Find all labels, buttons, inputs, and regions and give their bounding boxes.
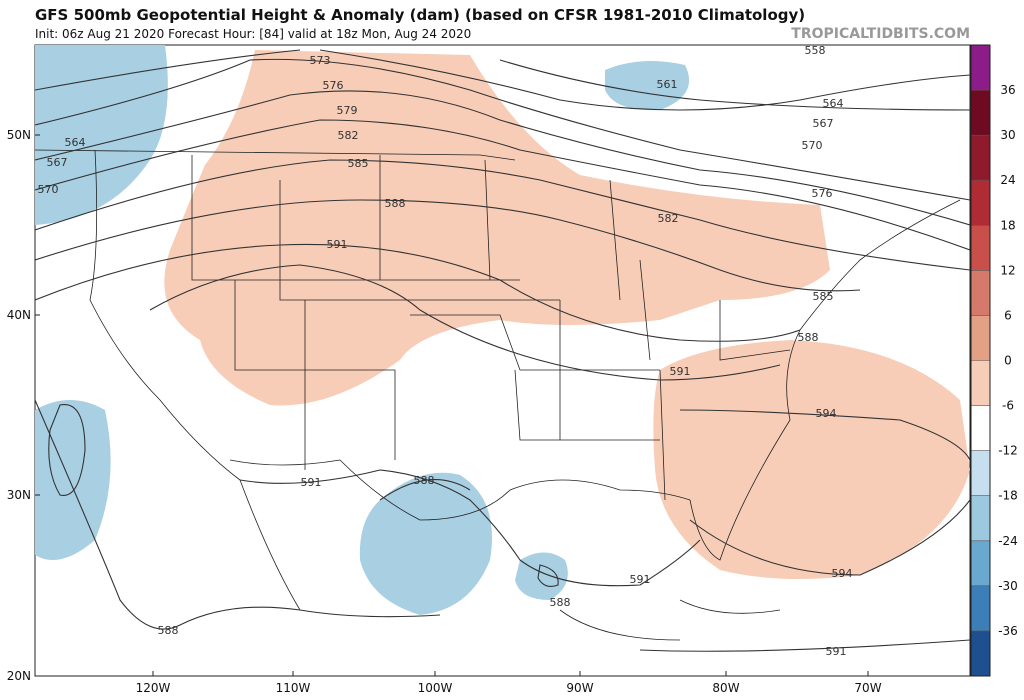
colorbar-label: -6 xyxy=(1002,399,1014,413)
colorbar-label: 18 xyxy=(1000,218,1015,232)
positive-anomaly xyxy=(164,50,830,406)
contour-label: 576 xyxy=(812,187,833,200)
contour-label: 558 xyxy=(805,44,826,57)
contour-label: 591 xyxy=(327,238,348,251)
contour-label: 564 xyxy=(823,97,844,110)
colorbar-swatch xyxy=(971,585,990,631)
colorbar-label: -36 xyxy=(998,624,1018,638)
contour-label: 588 xyxy=(158,624,179,637)
lon-label: 110W xyxy=(276,681,311,695)
colorbar-label: -24 xyxy=(998,534,1018,548)
colorbar-swatch xyxy=(971,225,990,271)
contour-label: 561 xyxy=(657,78,678,91)
negative-anomaly xyxy=(35,400,111,560)
map: 50N 40N 30N 20N 120W 110W 100W 90W 80W 70W 573 576 5… xyxy=(7,44,971,695)
colorbar-swatch xyxy=(971,495,990,541)
colorbar-swatch xyxy=(971,360,990,406)
lon-label: 70W xyxy=(854,681,881,695)
contour-label: 594 xyxy=(816,407,837,420)
lat-label: 50N xyxy=(7,128,31,142)
contour-label: 579 xyxy=(337,104,358,117)
colorbar-frame xyxy=(970,44,991,677)
contour-label: 591 xyxy=(670,365,691,378)
contour-label: 591 xyxy=(826,645,847,658)
watermark: TROPICALTIDBITS.COM xyxy=(791,26,970,42)
lat-label: 20N xyxy=(7,669,31,683)
contour-label: 588 xyxy=(414,474,435,487)
colorbar-swatch xyxy=(971,135,990,181)
contour-label: 594 xyxy=(832,567,853,580)
contour-label: 564 xyxy=(65,136,86,149)
lon-label: 80W xyxy=(712,681,739,695)
contour-label: 591 xyxy=(301,476,322,489)
contour-label: 588 xyxy=(798,331,819,344)
contour-label: 576 xyxy=(323,79,344,92)
lon-label: 120W xyxy=(136,681,171,695)
lat-label: 40N xyxy=(7,308,31,322)
colorbar-label: 36 xyxy=(1000,83,1015,97)
subtitle: Init: 06z Aug 21 2020 Forecast Hour: [84… xyxy=(35,27,471,41)
map-content xyxy=(35,45,970,652)
lon-label: 90W xyxy=(566,681,593,695)
colorbar-swatch xyxy=(971,630,990,676)
contour-label: 585 xyxy=(813,290,834,303)
title: GFS 500mb Geopotential Height & Anomaly … xyxy=(35,6,805,24)
colorbar-label: -30 xyxy=(998,579,1018,593)
contour-label: 591 xyxy=(630,573,651,586)
contour-label: 573 xyxy=(310,54,331,67)
colorbar-swatch xyxy=(971,405,990,451)
contour-label: 567 xyxy=(813,117,834,130)
negative-anomaly xyxy=(35,45,168,225)
contour-label: 582 xyxy=(658,212,679,225)
contour-label: 582 xyxy=(338,129,359,142)
colorbar-label: 24 xyxy=(1000,173,1015,187)
colorbar-label: 12 xyxy=(1000,263,1015,277)
colorbar-swatch xyxy=(971,180,990,226)
contour-label: 585 xyxy=(348,157,369,170)
colorbar-label: -12 xyxy=(998,444,1018,458)
colorbar-swatch xyxy=(971,90,990,136)
colorbar-swatch xyxy=(971,315,990,361)
lon-label: 100W xyxy=(418,681,453,695)
colorbar: 36 30 24 18 12 6 0 -6 -12 -18 -24 -30 -36 xyxy=(970,44,1018,677)
positive-anomaly xyxy=(653,340,970,579)
contour-label: 570 xyxy=(38,183,59,196)
contour-label: 567 xyxy=(47,156,68,169)
colorbar-swatch xyxy=(971,45,990,91)
colorbar-label: 0 xyxy=(1004,354,1012,368)
contour-label: 570 xyxy=(802,139,823,152)
colorbar-label: 6 xyxy=(1004,308,1012,322)
colorbar-swatch xyxy=(971,450,990,496)
negative-anomaly xyxy=(605,61,690,111)
contour-label: 588 xyxy=(385,197,406,210)
negative-anomaly xyxy=(359,472,492,615)
colorbar-label: 30 xyxy=(1000,128,1015,142)
lat-label: 30N xyxy=(7,488,31,502)
colorbar-swatch xyxy=(971,270,990,316)
contour-label: 588 xyxy=(550,596,571,609)
colorbar-swatch xyxy=(971,540,990,586)
negative-anomaly xyxy=(515,552,568,600)
colorbar-label: -18 xyxy=(998,489,1018,503)
